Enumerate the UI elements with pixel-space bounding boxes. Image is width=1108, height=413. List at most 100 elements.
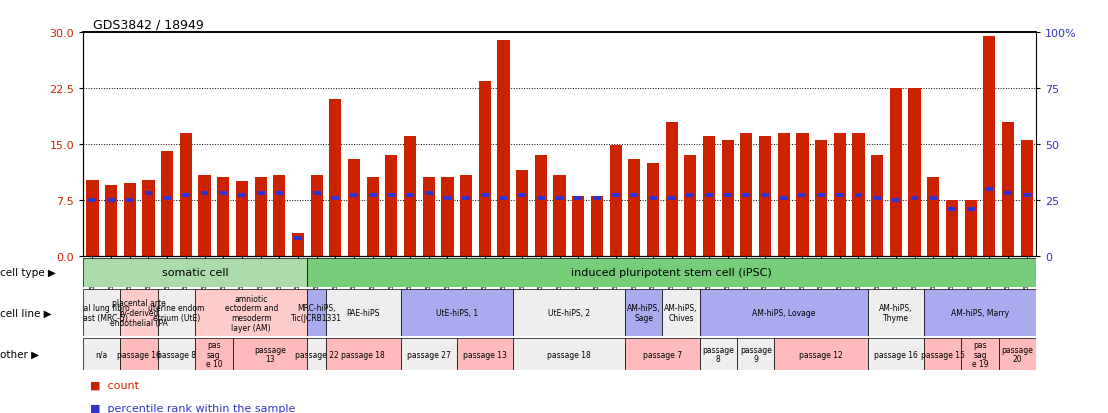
Bar <box>854 194 862 198</box>
Bar <box>274 176 286 256</box>
Text: cell type ▶: cell type ▶ <box>0 268 55 278</box>
Bar <box>737 339 774 370</box>
Bar <box>628 159 640 256</box>
Text: other ▶: other ▶ <box>0 349 39 359</box>
Bar <box>407 194 414 198</box>
Text: GDS3842 / 18949: GDS3842 / 18949 <box>93 19 204 32</box>
Bar <box>964 200 976 256</box>
Text: passage 16: passage 16 <box>117 350 161 358</box>
Bar <box>742 194 750 198</box>
Bar <box>121 339 157 370</box>
Bar <box>513 339 625 370</box>
Bar <box>930 196 937 200</box>
Bar <box>780 196 788 200</box>
Bar <box>307 339 326 370</box>
Text: passage 18: passage 18 <box>547 350 591 358</box>
Text: passage 12: passage 12 <box>799 350 843 358</box>
Text: fetal lung fibro
blast (MRC-5): fetal lung fibro blast (MRC-5) <box>73 304 130 322</box>
Text: somatic cell: somatic cell <box>162 268 228 278</box>
Bar <box>699 289 868 337</box>
Bar <box>797 133 809 256</box>
Text: n/a: n/a <box>95 350 107 358</box>
Bar <box>647 163 659 256</box>
Bar <box>479 81 491 256</box>
Bar <box>83 339 121 370</box>
Text: pas
sag
e 10: pas sag e 10 <box>206 340 223 368</box>
Text: ■  percentile rank within the sample: ■ percentile rank within the sample <box>83 403 296 413</box>
Bar <box>924 289 1036 337</box>
Text: PAE-hiPS: PAE-hiPS <box>347 309 380 317</box>
Bar <box>331 196 339 200</box>
Bar <box>89 198 96 202</box>
Bar <box>983 37 995 256</box>
Bar <box>721 141 733 256</box>
Text: induced pluripotent stem cell (iPSC): induced pluripotent stem cell (iPSC) <box>572 268 772 278</box>
Bar <box>312 192 320 196</box>
Bar <box>868 339 924 370</box>
Bar <box>948 207 956 211</box>
Bar <box>144 192 153 196</box>
Bar <box>236 182 248 256</box>
Text: AM-hiPS,
Thyme: AM-hiPS, Thyme <box>879 304 913 322</box>
Bar <box>157 289 195 337</box>
Bar <box>705 194 712 198</box>
Bar <box>233 339 307 370</box>
Bar <box>699 339 737 370</box>
Bar <box>121 289 157 337</box>
Bar <box>369 194 377 198</box>
Text: AM-hiPS, Marry: AM-hiPS, Marry <box>951 309 1009 317</box>
Bar <box>126 198 134 202</box>
Bar <box>966 207 975 211</box>
Bar <box>401 289 513 337</box>
Text: ■  count: ■ count <box>83 380 140 390</box>
Bar <box>871 156 883 256</box>
Bar <box>500 196 507 200</box>
Bar <box>555 196 564 200</box>
Bar <box>404 137 417 256</box>
Bar <box>927 178 940 256</box>
Bar <box>143 180 154 256</box>
Text: AM-hiPS, Lovage: AM-hiPS, Lovage <box>752 309 815 317</box>
Bar <box>685 156 697 256</box>
Bar <box>985 187 993 191</box>
Bar <box>666 122 678 256</box>
Bar <box>686 194 695 198</box>
Bar <box>198 176 211 256</box>
Bar <box>833 133 845 256</box>
Bar <box>182 194 189 198</box>
Bar <box>612 194 619 198</box>
Bar <box>516 171 529 256</box>
Text: passage 7: passage 7 <box>643 350 681 358</box>
Bar <box>275 192 284 196</box>
Bar <box>124 184 136 256</box>
Bar <box>852 133 864 256</box>
Bar <box>386 156 398 256</box>
Bar <box>105 185 117 256</box>
Bar <box>443 196 451 200</box>
Bar <box>460 176 472 256</box>
Bar <box>257 192 265 196</box>
Bar <box>593 196 601 200</box>
Bar <box>892 198 900 202</box>
Bar <box>554 176 565 256</box>
Bar <box>818 194 825 198</box>
Text: passage
9: passage 9 <box>740 345 771 363</box>
Bar <box>1023 194 1030 198</box>
Bar <box>625 339 699 370</box>
Text: pas
sag
e 19: pas sag e 19 <box>972 340 988 368</box>
Bar <box>663 289 699 337</box>
Bar <box>649 196 657 200</box>
Bar <box>625 289 663 337</box>
Text: AM-hiPS,
Chives: AM-hiPS, Chives <box>664 304 698 322</box>
Text: uterine endom
etrium (UtE): uterine endom etrium (UtE) <box>148 304 205 322</box>
Bar <box>217 178 229 256</box>
Bar <box>815 141 828 256</box>
Bar <box>535 156 547 256</box>
Bar <box>86 180 99 256</box>
Bar <box>83 289 121 337</box>
Bar <box>157 339 195 370</box>
Bar <box>238 194 246 198</box>
Bar <box>348 159 360 256</box>
Bar <box>1004 192 1012 196</box>
Bar <box>519 194 526 198</box>
